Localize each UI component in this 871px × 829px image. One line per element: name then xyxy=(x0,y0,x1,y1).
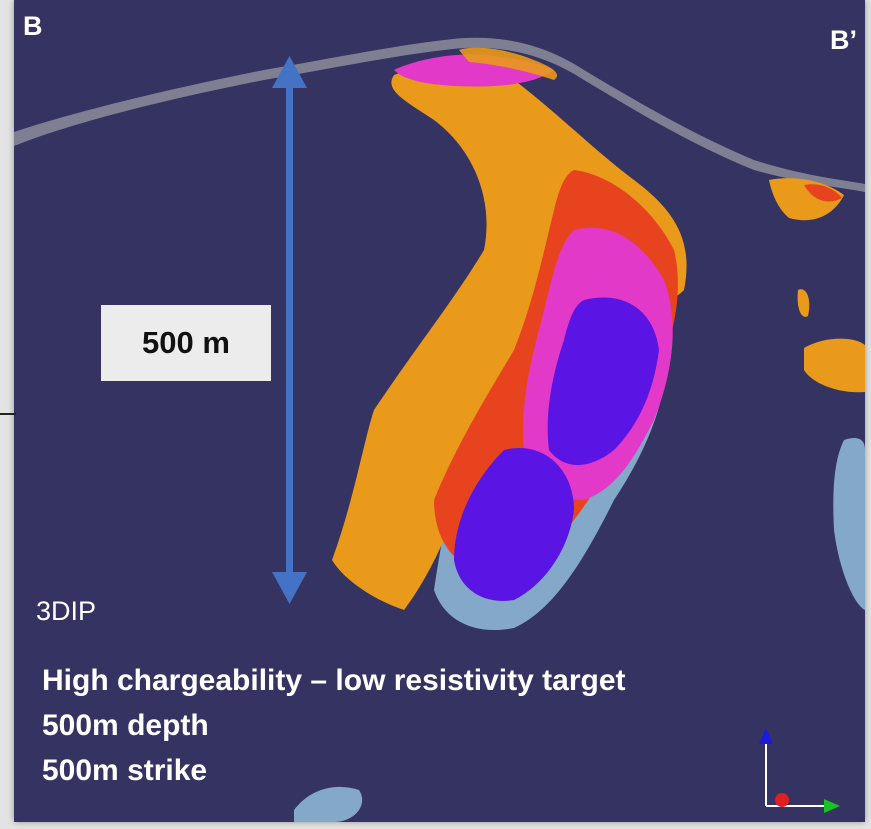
method-label: 3DIP xyxy=(36,596,97,626)
right-anomaly-blob xyxy=(804,338,865,393)
right-anomaly-small xyxy=(797,289,810,317)
scale-bar-label: 500 m xyxy=(101,305,271,381)
model-viewport[interactable]: B B’ 500 m 3DIP High chargeability – low… xyxy=(14,0,865,822)
surface-anomaly-top-orange xyxy=(459,47,558,80)
note-strike: 500m strike xyxy=(42,754,208,787)
chargeability-core-lower xyxy=(454,448,574,601)
topography-surface xyxy=(14,37,865,193)
target-notes: High chargeability – low resistivity tar… xyxy=(42,658,626,793)
right-resistivity-body xyxy=(833,438,865,610)
bottom-resistivity-fragment xyxy=(294,786,363,822)
orientation-axes-icon xyxy=(759,728,840,813)
note-depth: 500m depth xyxy=(42,709,209,742)
divider-line xyxy=(0,413,16,415)
section-start-label: B xyxy=(23,11,43,41)
chargeability-core xyxy=(547,297,659,465)
right-anomaly-red xyxy=(804,184,842,202)
ip-model-scene xyxy=(14,37,865,822)
scale-arrow xyxy=(272,56,307,604)
section-end-label: B’ xyxy=(830,25,857,55)
note-target: High chargeability – low resistivity tar… xyxy=(42,664,626,697)
